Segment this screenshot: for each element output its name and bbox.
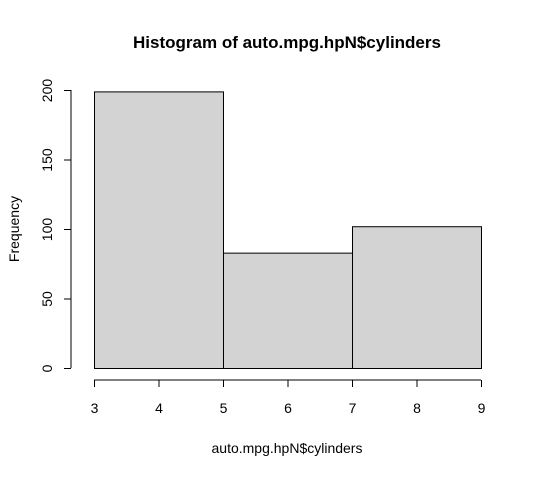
histogram-bar-2: [223, 252, 353, 370]
x-tick-label: 3: [91, 400, 99, 416]
x-axis-ticks: 3 4 5 6 7 8 9: [91, 380, 486, 416]
y-axis-ticks: 0 50 100 150 200: [39, 79, 71, 372]
x-tick-label: 8: [413, 400, 421, 416]
y-tick-label: 0: [39, 364, 55, 372]
y-axis-label: Frequency: [6, 196, 22, 262]
y-tick-label: 200: [39, 79, 55, 103]
x-tick-label: 5: [220, 400, 228, 416]
x-tick-label: 7: [349, 400, 357, 416]
x-tick-label: 9: [478, 400, 486, 416]
y-tick-label: 150: [39, 148, 55, 172]
bars-group: [94, 91, 482, 370]
x-tick-label: 4: [155, 400, 163, 416]
histogram-bar-1: [94, 91, 224, 369]
chart-title: Histogram of auto.mpg.hpN$cylinders: [133, 33, 441, 52]
y-tick-label: 100: [39, 218, 55, 242]
y-tick-label: 50: [39, 291, 55, 307]
histogram-bar-3: [352, 226, 482, 369]
x-axis-label: auto.mpg.hpN$cylinders: [212, 440, 363, 456]
x-tick-label: 6: [284, 400, 292, 416]
